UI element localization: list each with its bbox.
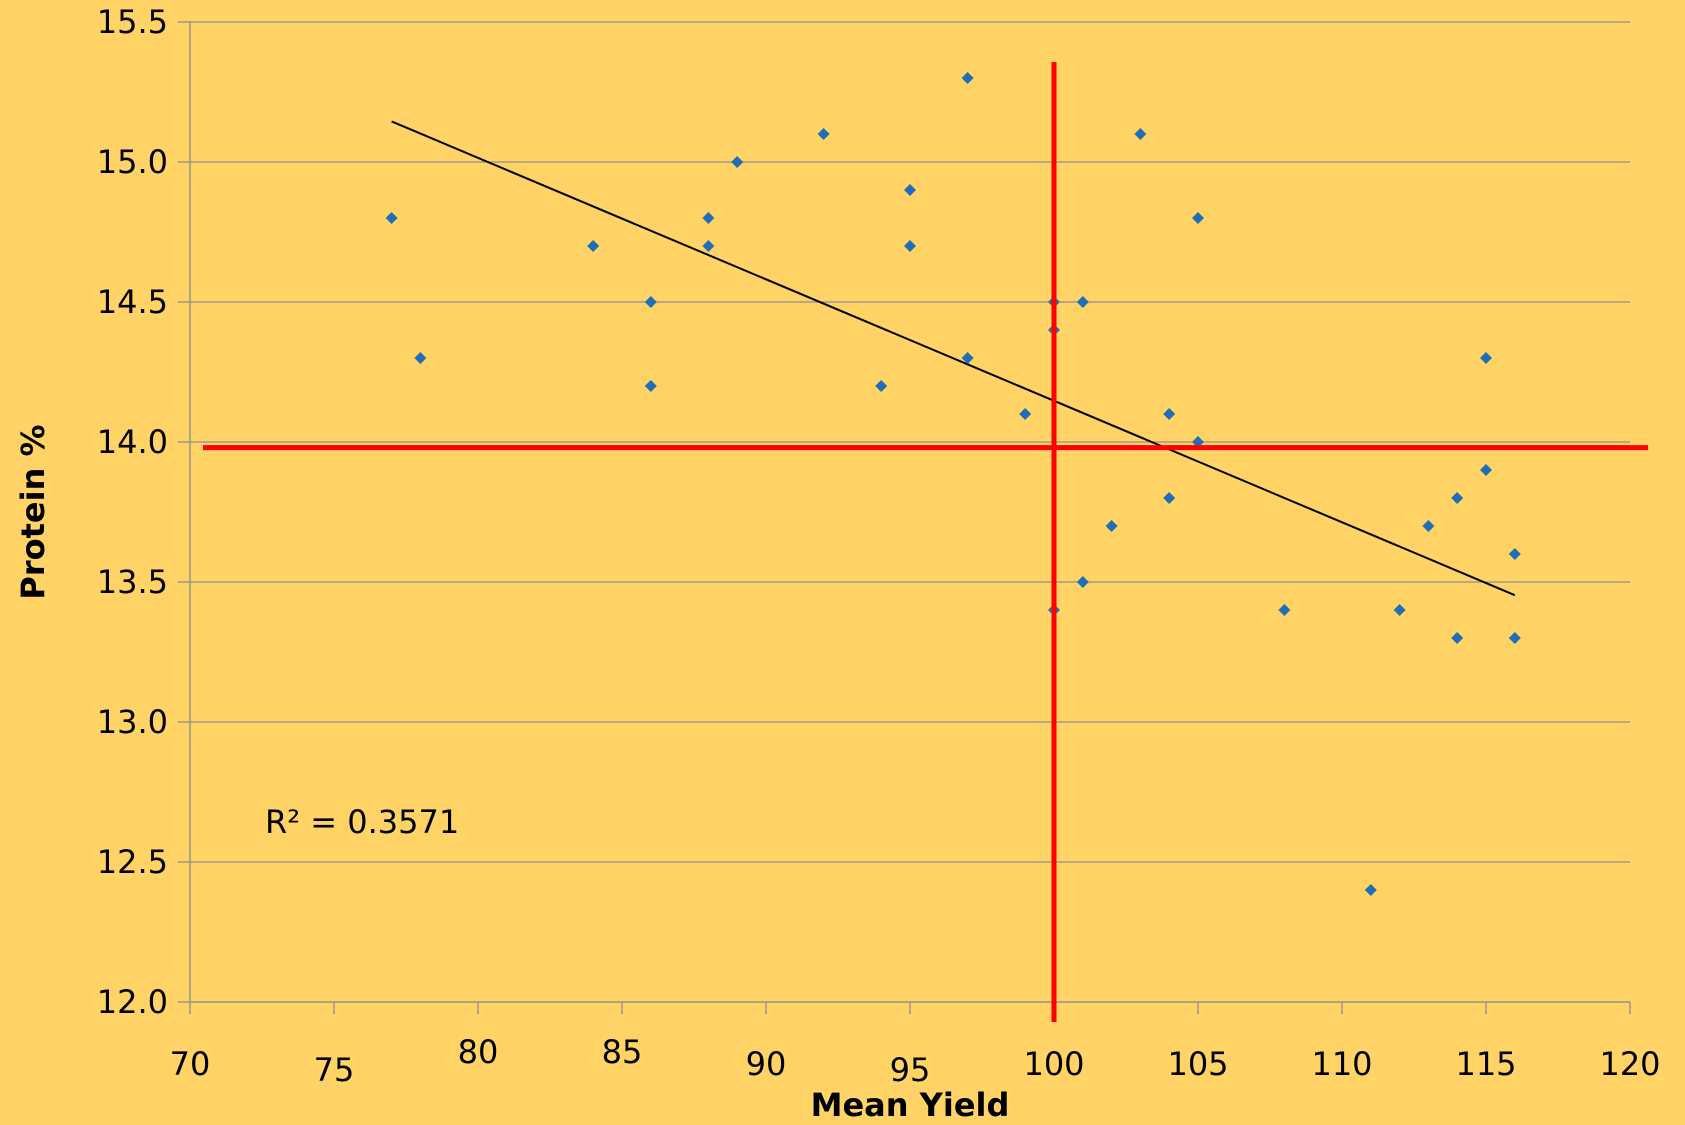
data-point [961,352,974,364]
data-point [817,128,830,140]
x-tick-label: 95 [890,1051,931,1089]
x-tick-label: 115 [1455,1045,1516,1083]
data-point [702,240,715,252]
x-tick-label: 105 [1167,1045,1228,1083]
data-point [1163,408,1176,420]
y-tick-label: 13.0 [97,703,168,741]
y-tick-label: 15.0 [97,143,168,181]
data-point [1019,408,1032,420]
data-point [1480,464,1492,476]
axes [178,21,1631,1014]
data-point [1076,576,1089,588]
y-axis-title: Protein % [14,424,52,599]
y-tick-label: 13.5 [97,563,168,601]
data-point [1451,492,1464,504]
y-tick-label: 12.0 [97,983,168,1021]
data-point [1134,128,1147,140]
data-point [961,72,974,84]
data-point [1508,548,1521,560]
x-tick-label: 90 [746,1045,787,1083]
data-point [1422,520,1435,532]
x-axis-title: Mean Yield [811,1086,1010,1124]
x-tick-label: 85 [602,1033,643,1071]
x-tick-label: 100 [1023,1045,1084,1083]
data-points [385,72,1521,896]
data-point [1163,492,1176,504]
x-tick-label: 70 [170,1045,211,1083]
data-point [1076,296,1089,308]
x-tick-label: 110 [1311,1045,1372,1083]
data-point [1508,632,1521,644]
x-tick-label: 75 [314,1051,355,1089]
linear-trendline [391,120,1516,597]
x-tick-label: 80 [458,1033,499,1071]
y-tick-label: 14.0 [97,423,168,461]
data-point [1192,212,1204,224]
y-tick-label: 15.5 [97,3,168,41]
trendline-layer [391,120,1516,597]
data-point [1393,604,1406,616]
data-point [904,184,916,196]
data-point [1192,436,1204,448]
data-point [644,380,657,392]
data-point [875,380,888,392]
data-point [587,240,600,252]
x-axis-tick-labels: 70 75 80 85 90 95 100 105 110 115 120 [170,1033,1661,1089]
data-point [702,212,715,224]
x-tick-label: 120 [1599,1045,1660,1083]
data-point [414,352,427,364]
reference-lines [203,62,1648,1022]
gridlines [190,21,1630,1003]
data-point [1480,352,1492,364]
data-point [1364,884,1377,896]
y-tick-label: 14.5 [97,283,168,321]
data-point [1105,520,1118,532]
data-point [385,212,398,224]
data-point [644,296,657,308]
data-point [904,240,916,252]
data-point [1278,604,1291,616]
r-squared-annotation: R² = 0.3571 [265,803,459,841]
data-point [1451,632,1464,644]
data-point [731,156,744,168]
y-tick-label: 12.5 [97,843,168,881]
y-axis-tick-labels: 12.0 12.5 13.0 13.5 14.0 14.5 15.0 15.5 [97,3,168,1021]
